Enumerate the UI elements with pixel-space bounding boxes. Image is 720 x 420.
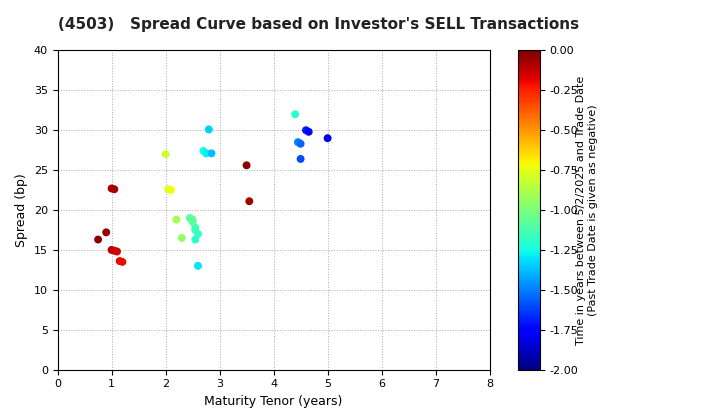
Y-axis label: Spread (bp): Spread (bp) xyxy=(15,173,28,247)
Point xyxy=(192,262,204,269)
Point xyxy=(163,186,174,193)
Point xyxy=(192,231,204,237)
Point xyxy=(243,198,255,205)
Point xyxy=(240,162,252,169)
Point xyxy=(92,236,104,243)
Point xyxy=(322,135,333,142)
Point xyxy=(111,248,122,255)
Point xyxy=(109,186,120,193)
Point xyxy=(106,185,117,192)
X-axis label: Maturity Tenor (years): Maturity Tenor (years) xyxy=(204,395,343,408)
Point xyxy=(109,247,120,254)
Point xyxy=(300,127,312,134)
Point xyxy=(189,224,201,231)
Point xyxy=(295,155,307,162)
Text: (4503)   Spread Curve based on Investor's SELL Transactions: (4503) Spread Curve based on Investor's … xyxy=(58,17,579,32)
Point xyxy=(171,216,182,223)
Point xyxy=(203,126,215,133)
Point xyxy=(166,186,177,193)
Point xyxy=(295,140,307,147)
Point xyxy=(189,226,201,233)
Point xyxy=(292,139,304,145)
Point xyxy=(114,258,125,265)
Point xyxy=(200,150,212,157)
Point xyxy=(206,150,217,157)
Point xyxy=(186,218,198,225)
Point xyxy=(176,234,187,241)
Point xyxy=(189,236,201,243)
Point xyxy=(117,258,128,265)
Point xyxy=(160,151,171,158)
Point xyxy=(289,111,301,118)
Point xyxy=(100,229,112,236)
Point xyxy=(106,247,117,253)
Point xyxy=(186,216,198,223)
Point xyxy=(184,215,196,221)
Point xyxy=(303,129,315,135)
Point xyxy=(197,147,209,154)
Y-axis label: Time in years between 5/2/2025 and Trade Date
(Past Trade Date is given as negat: Time in years between 5/2/2025 and Trade… xyxy=(576,75,598,345)
